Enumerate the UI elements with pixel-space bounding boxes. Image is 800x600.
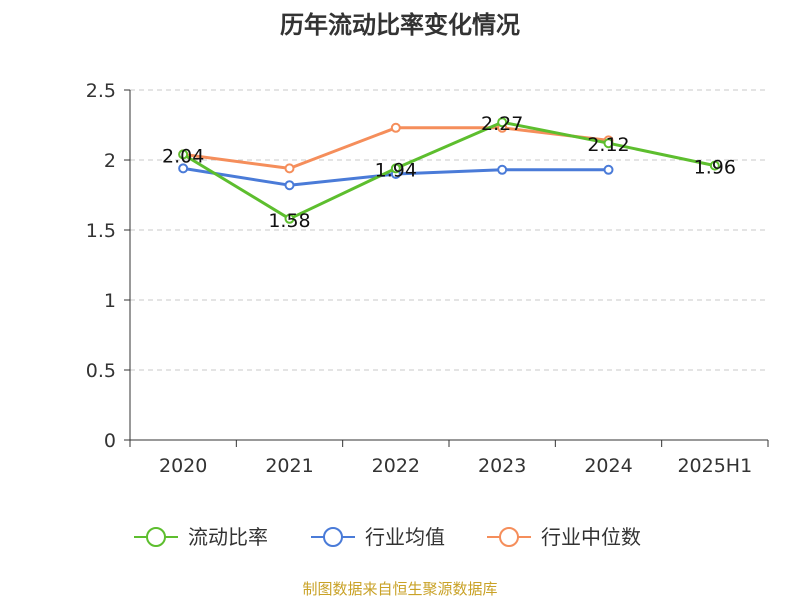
data-point bbox=[284, 180, 295, 191]
data-point bbox=[178, 149, 189, 160]
y-tick-label: 2 bbox=[104, 150, 116, 172]
data-point bbox=[284, 213, 295, 224]
data-point bbox=[497, 164, 508, 175]
data-label: 2.12 bbox=[587, 134, 629, 156]
y-tick-label: 1.5 bbox=[86, 220, 116, 242]
data-point bbox=[603, 164, 614, 175]
x-tick-label: 2025H1 bbox=[677, 455, 752, 477]
x-tick-label: 2023 bbox=[478, 455, 526, 477]
y-tick-label: 0 bbox=[104, 430, 116, 452]
data-label: 1.96 bbox=[694, 157, 736, 179]
axes: 0 0.5 1 1.5 2 2.5 2020 2021 2022 2023 2024 2025H1 bbox=[86, 80, 769, 477]
chart-title: 历年流动比率变化情况 bbox=[280, 11, 520, 39]
data-point bbox=[497, 117, 508, 128]
legend-label: 流动比率 bbox=[188, 525, 268, 549]
series-line bbox=[182, 120, 716, 221]
legend-label: 行业中位数 bbox=[541, 525, 641, 549]
y-tick-label: 2.5 bbox=[86, 80, 116, 102]
source-note: 制图数据来自恒生聚源数据库 bbox=[302, 580, 497, 598]
y-tick-label: 0.5 bbox=[86, 360, 116, 382]
data-label: 2.04 bbox=[162, 145, 204, 167]
legend-marker bbox=[323, 527, 343, 547]
x-tick-label: 2021 bbox=[265, 455, 313, 477]
data-label: 1.94 bbox=[375, 159, 417, 181]
legend-item[interactable]: 行业中位数 bbox=[487, 525, 641, 549]
data-label: 1.58 bbox=[268, 210, 310, 232]
data-point bbox=[603, 138, 614, 149]
x-tick-label: 2020 bbox=[159, 455, 207, 477]
legend-item[interactable]: 行业均值 bbox=[311, 525, 445, 549]
x-tick-label: 2024 bbox=[584, 455, 632, 477]
data-point bbox=[390, 163, 401, 174]
x-tick-label: 2022 bbox=[372, 455, 420, 477]
legend-marker bbox=[146, 527, 166, 547]
data-label: 2.27 bbox=[481, 113, 523, 135]
grid bbox=[130, 89, 768, 371]
data-point bbox=[709, 160, 720, 171]
data-point bbox=[390, 122, 401, 133]
legend: 流动比率 行业均值 行业中位数 bbox=[134, 525, 641, 549]
y-tick-label: 1 bbox=[104, 290, 116, 312]
data-labels: 2.04 1.58 1.94 2.27 2.12 1.96 bbox=[162, 113, 736, 232]
series-lines bbox=[178, 117, 720, 224]
data-point bbox=[178, 163, 189, 174]
legend-marker bbox=[499, 527, 519, 547]
legend-label: 行业均值 bbox=[365, 525, 445, 549]
legend-item[interactable]: 流动比率 bbox=[134, 525, 268, 549]
data-point bbox=[284, 163, 295, 174]
